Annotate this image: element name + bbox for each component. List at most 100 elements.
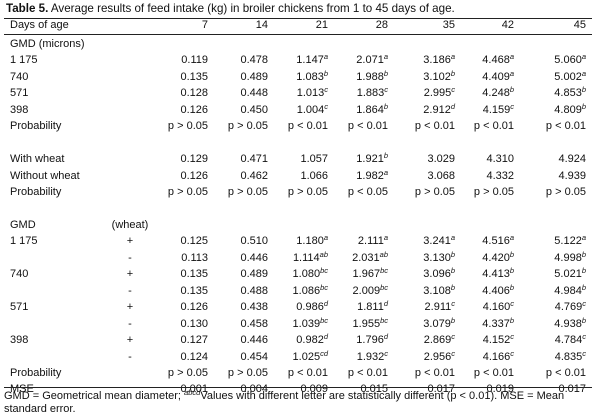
cell-value: 0.001 xyxy=(180,383,208,396)
row-label: 398 xyxy=(10,334,29,347)
cell-value: p < 0.05 xyxy=(347,186,388,199)
significance-letter: d xyxy=(383,299,388,309)
table-cell: 3.108b xyxy=(385,284,455,298)
table-cell: 4.159c xyxy=(444,103,514,117)
table-cell: 4.924 xyxy=(516,153,586,166)
significance-letter: bc xyxy=(320,315,328,325)
cell-value: 1.004 xyxy=(296,103,325,116)
table-cell: p > 0.05 xyxy=(138,367,208,380)
cell-value: 1.864 xyxy=(356,103,384,116)
cell-value: p > 0.05 xyxy=(167,186,208,199)
cell-value: 0.438 xyxy=(240,301,268,314)
cell-value: 2.009 xyxy=(352,284,381,297)
significance-letter: b xyxy=(581,85,586,95)
header-day-7: 7 xyxy=(201,19,208,31)
footnote-after: Values with different letter are statist… xyxy=(4,390,565,415)
significance-letter: a xyxy=(383,52,388,62)
table-cell: 1.147a xyxy=(258,53,328,67)
cell-value: 1.180 xyxy=(296,235,324,248)
row-label: 398 xyxy=(10,103,29,116)
significance-letter: b xyxy=(581,249,586,259)
significance-letter: b xyxy=(581,282,586,292)
table-cell: p < 0.01 xyxy=(318,367,388,380)
table-cell: p < 0.01 xyxy=(516,120,586,133)
table-cell: 1.180a xyxy=(258,234,328,248)
significance-letter: c xyxy=(324,85,328,95)
cell-value: 0.126 xyxy=(180,301,208,314)
cell-value: 3.186 xyxy=(423,54,451,67)
cell-value: 0.471 xyxy=(240,153,268,166)
cell-value: 1.988 xyxy=(356,70,384,83)
cell-value: 4.984 xyxy=(554,284,582,297)
table-cell: 3.029 xyxy=(385,153,455,166)
significance-letter: bc xyxy=(320,282,328,292)
significance-letter: a xyxy=(450,233,455,243)
cell-value: 1.967 xyxy=(352,268,381,281)
table-cell: 5.021b xyxy=(516,267,586,281)
significance-letter: ab xyxy=(379,249,388,259)
cell-value: 4.939 xyxy=(558,169,586,182)
cell-value: p > 0.05 xyxy=(227,186,268,199)
table-cell: 1.066 xyxy=(258,170,328,183)
top-rule xyxy=(4,18,592,19)
cell-value: 1.883 xyxy=(356,87,385,100)
table-cell: 0.126 xyxy=(138,301,208,314)
cell-value: 4.516 xyxy=(482,235,510,248)
table-cell: 3.102b xyxy=(385,70,455,84)
significance-letter: b xyxy=(450,249,455,259)
row-wheat-flag: + xyxy=(126,301,134,314)
table-cell: 0.454 xyxy=(198,351,268,364)
table-cell: 2.009 bc xyxy=(318,284,388,298)
table-cell: 4.409a xyxy=(444,70,514,84)
cell-value: 3.068 xyxy=(427,169,455,182)
row-label: Probability xyxy=(10,120,62,133)
significance-letter: c xyxy=(384,85,388,95)
table-cell: 1.004c xyxy=(258,103,328,117)
row-wheat-flag: + xyxy=(126,334,134,347)
header-rule xyxy=(4,34,592,35)
significance-letter: a xyxy=(383,167,388,177)
table-cell: 4.152c xyxy=(444,333,514,347)
table-cell: 1.967bc xyxy=(318,266,388,281)
significance-letter: b xyxy=(383,101,388,111)
cell-value: 4.998 xyxy=(554,251,582,264)
table-cell: p < 0.01 xyxy=(318,120,388,133)
significance-letter: bc xyxy=(380,266,388,276)
table-footnote: GMD = Geometrical mean diameter; abcdVal… xyxy=(4,388,594,416)
table-cell: 0.126 xyxy=(138,104,208,117)
cell-value: 3.096 xyxy=(423,268,451,281)
table-cell: 0.019 xyxy=(444,383,514,396)
cell-value: 0.004 xyxy=(240,383,268,396)
row-wheat-flag: - xyxy=(128,317,132,330)
row-label: 1 175 xyxy=(10,54,38,67)
row-label: 740 xyxy=(10,70,29,83)
table-cell: 0.126 xyxy=(138,170,208,183)
cell-value: 3.130 xyxy=(423,251,451,264)
table-cell: p > 0.05 xyxy=(198,120,268,133)
significance-letter: c xyxy=(582,332,586,342)
table-cell: 3.079b xyxy=(385,316,455,331)
footnote-letters: abcd xyxy=(184,388,201,397)
cell-value: 5.122 xyxy=(554,235,582,248)
cell-value: 0.446 xyxy=(240,334,268,347)
cell-value: 0.128 xyxy=(180,87,208,100)
cell-value: 4.406 xyxy=(482,284,510,297)
table-cell: 1.796d xyxy=(318,333,388,347)
cell-value: 4.152 xyxy=(482,334,511,347)
cell-value: p < 0.01 xyxy=(473,367,514,379)
significance-letter: b xyxy=(581,315,586,325)
cell-value: 0.986 xyxy=(296,301,324,314)
cell-value: 1.013 xyxy=(296,87,325,100)
table-cell: 5.002a xyxy=(516,70,586,84)
table-cell: 0.124 xyxy=(138,351,208,364)
cell-value: 0.135 xyxy=(180,284,208,297)
table-cell: 1.039bc xyxy=(258,315,328,331)
cell-value: 2.111 xyxy=(357,235,384,248)
cell-value: 0.129 xyxy=(180,153,208,166)
table-cell: 2.995c xyxy=(385,86,455,100)
cell-value: 0.125 xyxy=(180,235,208,248)
table-cell: p < 0.01 xyxy=(258,367,328,380)
cell-value: 2.911 xyxy=(424,301,452,314)
cell-value: 0.446 xyxy=(240,251,268,264)
